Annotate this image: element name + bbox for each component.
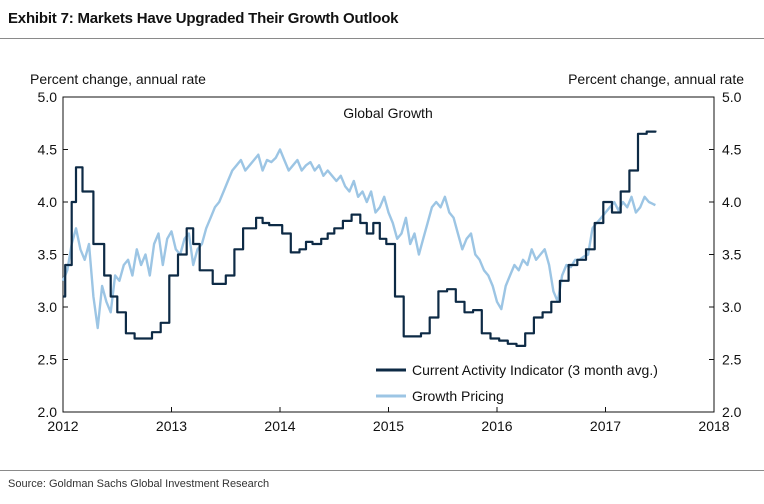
x-axis: 2012 2013 2014 2015 2016 2017 2018 [47,407,730,434]
y-tick-label-right: 2.5 [722,352,742,368]
y-tick-label-left: 2.0 [38,404,58,420]
y-tick-label-right: 5.0 [722,89,742,105]
y-tick-label-left: 4.5 [38,142,58,158]
y-tick-label-left: 4.0 [38,194,58,210]
chart-title: Exhibit 7: Markets Have Upgraded Their G… [8,10,399,27]
y-axis-right: 2.0 2.5 3.0 3.5 4.0 4.5 5.0 [709,89,742,420]
legend: Current Activity Indicator (3 month avg.… [376,362,658,404]
y-tick-label-right: 4.5 [722,142,742,158]
y-tick-label-right: 2.0 [722,404,742,420]
chart-area: Percent change, annual rate Percent chan… [30,71,744,434]
y-axis-left: 2.0 2.5 3.0 3.5 4.0 4.5 5.0 [38,89,68,420]
series-line-growth-pricing [61,148,656,330]
title-divider [0,38,764,39]
y-tick-label-right: 3.5 [722,247,742,263]
legend-label-growth-pricing: Growth Pricing [412,388,504,404]
x-tick-label: 2018 [698,418,729,434]
y-tick-label-right: 3.0 [722,299,742,315]
x-tick-label: 2015 [373,418,404,434]
source-divider [0,470,764,471]
x-tick-label: 2012 [47,418,78,434]
source-note: Source: Goldman Sachs Global Investment … [8,478,270,490]
x-tick-label: 2013 [156,418,187,434]
y-tick-label-left: 3.0 [38,299,58,315]
y-tick-label-right: 4.0 [722,194,742,210]
series-layer [61,130,657,347]
y-axis-label-right: Percent change, annual rate [568,71,744,87]
x-tick-label: 2014 [264,418,295,434]
y-tick-label-left: 5.0 [38,89,58,105]
y-tick-label-left: 3.5 [38,247,58,263]
series-line-current-activity-indicator [63,130,657,347]
x-tick-label: 2017 [590,418,621,434]
y-tick-label-left: 2.5 [38,352,58,368]
x-tick-label: 2016 [481,418,512,434]
y-axis-label-left: Percent change, annual rate [30,71,206,87]
plot-title: Global Growth [343,105,432,121]
legend-label-cai: Current Activity Indicator (3 month avg.… [412,362,658,378]
